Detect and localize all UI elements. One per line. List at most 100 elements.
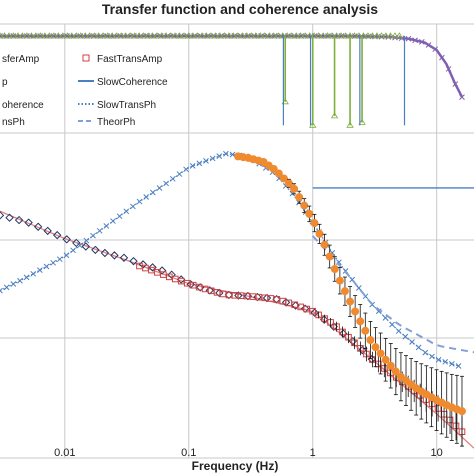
point-slow-trans-ph-54 [355,285,362,291]
point-fast-coherence-26 [112,32,121,39]
point-fast-trans-ph-16 [315,229,324,238]
point-fast-coherence-68 [301,32,309,39]
point-fast-coherence-61 [270,32,278,39]
point-slow-trans-ph-9 [56,256,63,263]
point-transfer-amp-10 [91,245,100,255]
point-fast-coherence-38 [166,32,175,39]
point-slow-trans-ph-66 [435,356,442,363]
point-fast-coherence-60 [265,32,273,39]
point-fast-coherence-53 [234,32,242,39]
point-fast-coherence-9 [36,32,45,39]
point-coherence-x-66 [439,54,445,61]
point-fast-coherence-87 [386,32,395,39]
point-fast-coherence-51 [225,32,233,39]
series-theor-ph-line [311,235,474,354]
point-slow-trans-ph-34 [223,150,229,157]
point-transfer-amp-3 [24,218,33,227]
point-slow-trans-ph-15 [96,227,103,234]
point-coherence-x-61 [405,35,412,42]
point-fast-coherence-29 [126,32,134,39]
point-fast-coherence-44 [193,32,202,39]
point-slow-trans-ph-64 [422,349,429,356]
point-transfer-amp-5 [43,226,52,236]
coherence-dip-mark-3 [346,121,354,128]
legend-symbol-1 [82,54,90,62]
point-fast-coherence-77 [341,32,350,39]
point-fast-coherence-10 [41,32,49,39]
point-slow-trans-ph-59 [389,321,395,328]
point-coherence-x-68 [452,81,459,87]
point-fast-coherence-25 [108,32,116,39]
point-slow-trans-ph-19 [123,208,130,215]
point-fast-coherence-32 [139,32,148,39]
point-fast-coherence-79 [350,32,359,39]
point-fast-trans-ph-23 [351,307,360,316]
point-transfer-amp-11 [100,248,110,258]
point-transfer-amp-6 [53,230,62,240]
point-slow-trans-ph-31 [203,158,209,164]
point-slow-trans-ph-8 [50,259,57,266]
point-fast-coherence-7 [27,32,36,39]
point-fast-coherence-83 [368,32,377,39]
point-fast-coherence-1 [0,32,9,39]
point-fast-trans-ph-31 [391,367,400,376]
point-fast-coherence-4 [14,32,22,39]
point-fast-coherence-17 [72,32,80,39]
point-fast-coherence-20 [86,32,94,39]
point-fast-coherence-5 [18,32,27,39]
point-slow-trans-ph-68 [449,361,455,367]
point-transfer-amp-7 [62,235,71,244]
point-fast-coherence-37 [162,32,170,39]
point-fast-coherence-66 [292,32,300,39]
point-transfer-amp-38 [358,345,367,355]
chart-title: Transfer function and coherence analysis [102,1,378,17]
point-fast-coherence-48 [211,32,220,39]
point-fast-coherence-36 [157,32,166,39]
point-fast-coherence-23 [99,32,107,39]
point-fast-trans-amp-29 [309,307,316,315]
point-fast-coherence-71 [314,32,323,39]
point-transfer-amp-4 [33,222,43,231]
point-fast-coherence-43 [189,32,197,39]
point-fast-coherence-47 [207,32,215,39]
point-slow-trans-ph-32 [209,155,216,162]
point-slow-trans-ph-65 [429,353,435,360]
x-tick-label-1: 0.1 [181,447,196,459]
point-fast-coherence-46 [202,32,211,39]
x-tick-label-2: 1 [310,447,316,459]
point-fast-coherence-18 [77,32,85,39]
point-slow-trans-ph-30 [196,160,203,167]
point-fast-coherence-0 [0,32,4,39]
point-fast-coherence-84 [373,32,381,39]
point-slow-trans-ph-16 [103,223,110,229]
legend-label-5: SlowTransPh [97,100,156,111]
legend-label-0: sferAmp [2,54,40,65]
point-fast-coherence-69 [305,32,314,39]
point-fast-trans-ph-11 [290,184,299,193]
coherence-dip-mark-2 [330,112,339,119]
point-fast-coherence-22 [95,32,103,39]
point-fast-coherence-14 [59,32,67,39]
point-transfer-amp-1 [5,213,14,222]
point-fast-coherence-56 [247,32,255,39]
point-fast-coherence-55 [243,32,251,39]
point-fast-coherence-58 [256,32,264,39]
point-fast-trans-ph-20 [335,276,344,285]
x-tick-label-3: 10 [431,447,443,459]
point-slow-trans-ph-17 [110,218,116,224]
point-fast-coherence-67 [296,32,305,39]
point-coherence-x-69 [459,94,465,100]
legend-label-1: FastTransAmp [97,54,163,65]
point-transfer-amp-25 [234,291,243,300]
point-fast-coherence-39 [171,32,179,39]
point-slow-trans-ph-2 [10,281,17,287]
point-fast-trans-ph-24 [356,317,365,326]
x-tick-label-0: 0.01 [54,447,75,459]
point-fast-coherence-24 [103,32,112,39]
point-fast-coherence-13 [54,32,63,39]
point-fast-trans-ph-10 [284,179,293,188]
point-fast-coherence-70 [310,32,318,39]
point-transfer-amp-33 [310,308,319,317]
point-fast-trans-ph-26 [366,336,375,345]
